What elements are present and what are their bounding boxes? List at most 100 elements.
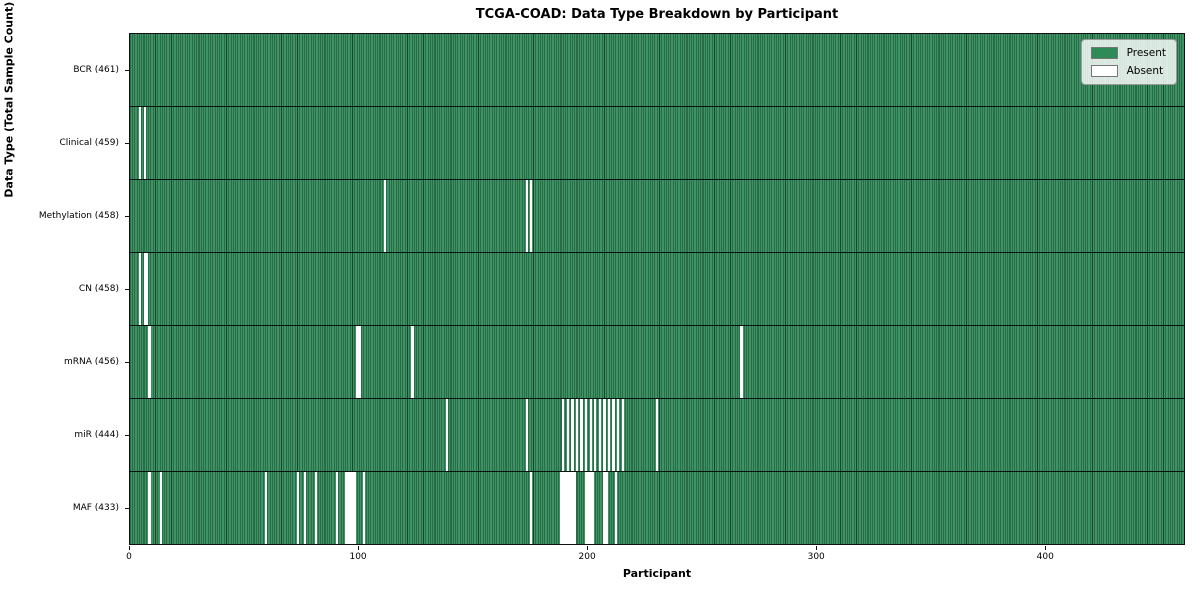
absent-stripe [562, 399, 565, 471]
heatmap-row-mRNA [130, 326, 1184, 399]
x-axis: 0 100 200 300 400 [126, 545, 1185, 575]
absent-stripe [587, 472, 590, 544]
absent-stripe [621, 399, 624, 471]
absent-stripe [146, 253, 149, 325]
y-tick-label-miR: miR (444) [74, 430, 119, 441]
absent-stripe [566, 399, 569, 471]
absent-stripe [603, 399, 606, 471]
legend: Present Absent [1080, 39, 1177, 85]
y-tick-mark [125, 69, 129, 71]
absent-stripe [591, 472, 595, 544]
absent-stripe [358, 326, 361, 398]
absent-stripe [303, 472, 307, 544]
absent-stripe [566, 472, 569, 544]
absent-stripe [363, 472, 366, 544]
heatmap-row-Clinical [130, 107, 1184, 180]
absent-stripe [315, 472, 318, 544]
absent-stripe [612, 399, 615, 471]
y-tick-label-MAF: MAF (433) [72, 503, 119, 514]
plot-area: Present Absent [129, 33, 1185, 545]
absent-stripe [573, 472, 576, 544]
absent-stripe [594, 399, 597, 471]
absent-stripe [356, 326, 359, 398]
absent-stripe [351, 472, 355, 544]
x-tick-label: 200 [578, 552, 596, 562]
absent-stripe [584, 472, 588, 544]
absent-stripe [580, 399, 583, 471]
absent-stripe [354, 472, 357, 544]
absent-stripe [564, 472, 567, 544]
absent-stripe [562, 472, 565, 544]
y-tick-label-BCR: BCR (461) [73, 64, 119, 75]
absent-stripe [159, 472, 162, 544]
y-tick-mark [125, 435, 129, 437]
absent-stripe [655, 399, 659, 471]
legend-swatch-absent [1090, 65, 1118, 77]
absent-stripe [143, 107, 146, 179]
absent-stripe [296, 472, 300, 544]
absent-stripe [614, 472, 617, 544]
absent-stripe [616, 399, 620, 471]
y-axis: BCR (461) Clinical (459) Methylation (458)… [0, 33, 129, 545]
absent-stripe [411, 326, 414, 398]
heatmap-row-Methylation [130, 180, 1184, 253]
absent-stripe [571, 472, 574, 544]
absent-stripe [143, 253, 146, 325]
heatmap-rows [130, 34, 1184, 544]
absent-stripe [740, 326, 743, 398]
absent-stripe [335, 472, 339, 544]
absent-stripe [589, 399, 592, 471]
absent-stripe [530, 180, 533, 252]
absent-stripe [605, 472, 608, 544]
x-tick-mark [816, 546, 818, 550]
x-tick-mark [587, 546, 589, 550]
absent-stripe [349, 472, 352, 544]
x-tick-label: 400 [1036, 552, 1054, 562]
absent-stripe [607, 399, 611, 471]
x-tick-label: 300 [807, 552, 825, 562]
absent-stripe [139, 107, 142, 179]
absent-stripe [575, 399, 579, 471]
absent-stripe [530, 472, 533, 544]
absent-stripe [559, 472, 563, 544]
absent-stripe [139, 253, 142, 325]
heatmap-row-CN [130, 253, 1184, 326]
absent-stripe [584, 399, 588, 471]
x-tick-mark [1045, 546, 1047, 550]
y-tick-mark [125, 289, 129, 290]
absent-stripe [347, 472, 350, 544]
heatmap-row-MAF [130, 472, 1184, 544]
absent-stripe [603, 472, 606, 544]
absent-stripe [589, 472, 592, 544]
y-tick-mark [125, 142, 129, 144]
y-tick-mark [125, 362, 129, 364]
y-tick-label-Methylation: Methylation (458) [38, 210, 119, 221]
absent-stripe [344, 472, 348, 544]
legend-swatch-present [1090, 47, 1118, 59]
absent-stripe [445, 399, 448, 471]
absent-stripe [383, 180, 387, 252]
x-axis-title: Participant [622, 567, 692, 580]
absent-stripe [264, 472, 268, 544]
absent-stripe [568, 472, 572, 544]
heatmap-row-BCR [130, 34, 1184, 107]
legend-item-absent: Absent [1090, 64, 1166, 77]
y-tick-mark [125, 215, 129, 217]
absent-stripe [148, 326, 151, 398]
absent-stripe [525, 180, 528, 252]
absent-stripe [525, 399, 528, 471]
x-tick-mark [358, 546, 360, 550]
y-tick-label-Clinical: Clinical (459) [59, 137, 119, 148]
y-tick-mark [125, 508, 129, 510]
absent-stripe [148, 472, 151, 544]
heatmap-row-miR [130, 399, 1184, 472]
y-tick-label-mRNA: mRNA (456) [64, 357, 119, 368]
x-tick-mark [129, 546, 130, 550]
y-tick-label-CN: CN (458) [78, 284, 119, 294]
x-tick-label: 0 [126, 552, 132, 562]
legend-label: Present [1126, 46, 1166, 59]
x-tick-label: 100 [349, 552, 367, 562]
chart-title: TCGA-COAD: Data Type Breakdown by Partic… [475, 7, 839, 22]
legend-label: Absent [1126, 64, 1164, 77]
